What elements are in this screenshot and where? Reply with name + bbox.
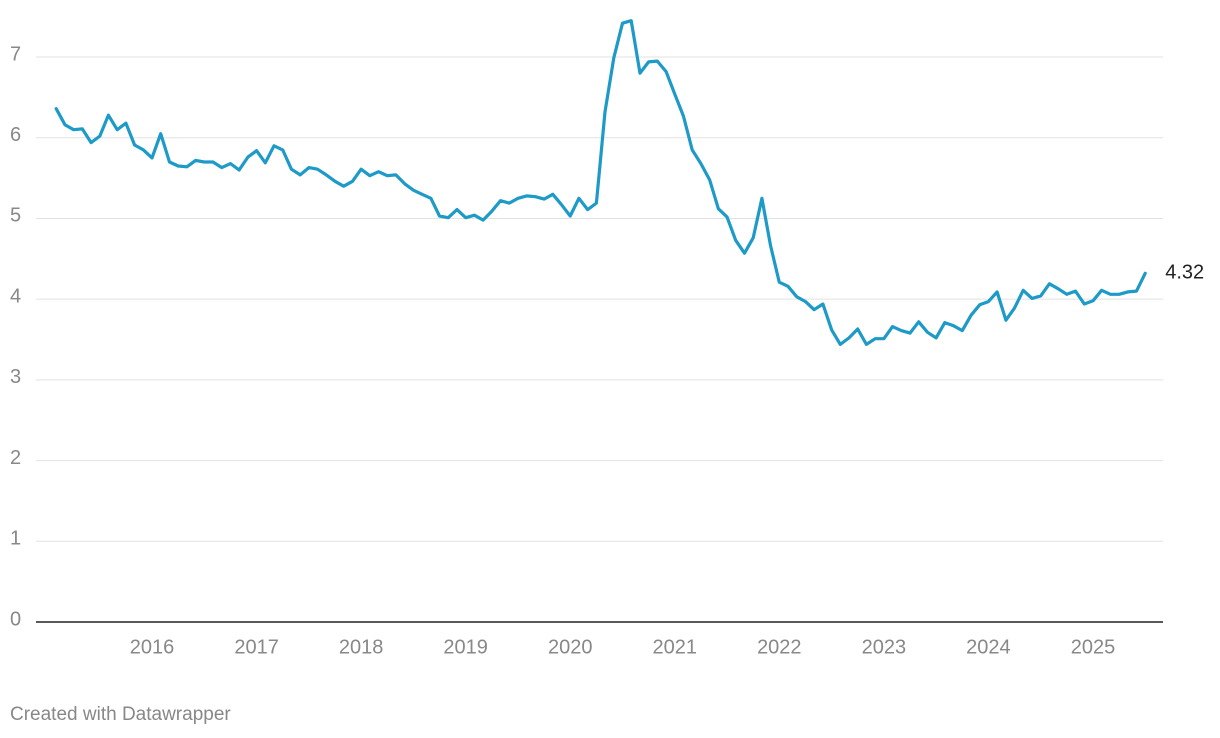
x-tick-label: 2019 (443, 636, 488, 658)
y-tick-label: 3 (10, 366, 21, 388)
x-tick-label: 2025 (1071, 636, 1116, 658)
x-tick-label: 2017 (234, 636, 279, 658)
y-tick-label: 5 (10, 205, 21, 227)
x-tick-label: 2016 (130, 636, 175, 658)
y-tick-label: 6 (10, 124, 21, 146)
y-tick-label: 2 (10, 447, 21, 469)
y-tick-label: 4 (10, 285, 21, 307)
x-tick-label: 2018 (339, 636, 384, 658)
x-tick-label: 2022 (757, 636, 802, 658)
y-tick-label: 0 (10, 608, 21, 630)
line (54, 19, 1147, 346)
y-tick-label: 7 (10, 43, 21, 65)
x-tick-label: 2021 (653, 636, 698, 658)
y-tick-label: 1 (10, 528, 21, 550)
x-tick-label: 2024 (966, 636, 1011, 658)
source: Created with Datawrapper (10, 704, 231, 725)
x-tick-label: 2020 (548, 636, 593, 658)
end-label: 4.32 (1165, 262, 1204, 284)
x-tick-label: 2023 (862, 636, 907, 658)
